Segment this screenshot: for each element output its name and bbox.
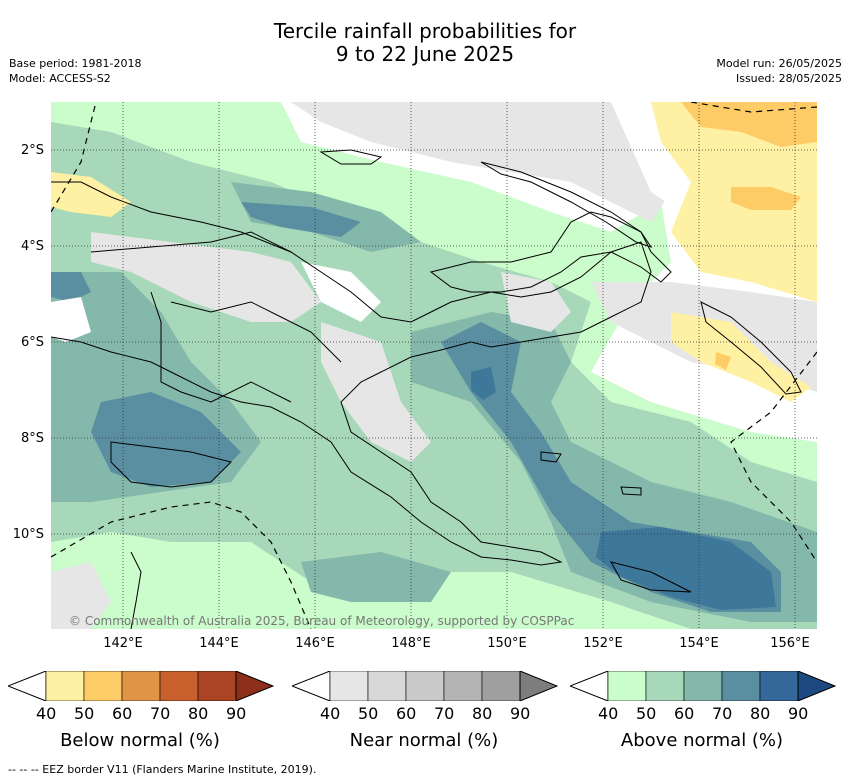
lon-label-148e: 148°E	[391, 636, 431, 651]
new-britain-coast	[429, 211, 672, 293]
model-run: Model run: 26/05/2025	[716, 57, 842, 70]
border-line	[90, 231, 342, 403]
cbar-near-tick: 50	[358, 704, 379, 723]
lat-label-8s: 8°S	[20, 431, 44, 446]
bougainville-coast	[700, 301, 802, 395]
map-svg	[51, 102, 817, 629]
copyright-note: © Commonwealth of Australia 2025, Bureau…	[69, 614, 575, 628]
cbar-near-tick: 40	[320, 704, 341, 723]
title-line-1: Tercile rainfall probabilities for	[273, 19, 577, 43]
cbar-below-tick: 60	[112, 704, 133, 723]
cbar-near-tick: 60	[396, 704, 417, 723]
below-50-region-3	[715, 352, 731, 370]
white-zone-2	[301, 262, 381, 322]
cbar-above-tick: 90	[788, 704, 809, 723]
eez-legend-note: -- -- -- EEZ border V11 (Flanders Marine…	[8, 763, 317, 776]
cbar-near-tick: 80	[472, 704, 493, 723]
trobriand-islands	[540, 451, 642, 496]
cbar-below-tick: 90	[226, 704, 247, 723]
lat-label-6s: 6°S	[20, 335, 44, 350]
above-80-region-2	[471, 367, 496, 400]
cbar-above-tick: 80	[750, 704, 771, 723]
cbar-below-tick: 40	[36, 704, 57, 723]
lon-label-146e: 146°E	[295, 636, 335, 651]
near-40-region-sw	[51, 562, 111, 629]
louisiade-islands	[610, 561, 692, 593]
new-ireland-coast	[480, 161, 653, 248]
above-70-region-2	[91, 392, 241, 487]
gridlines	[51, 102, 817, 629]
above-80-region	[596, 527, 776, 610]
above-70-region-3	[241, 202, 361, 237]
new-guinea-coast	[51, 181, 652, 566]
map-title: Tercile rainfall probabilities for 9 to …	[0, 20, 850, 66]
below-50-region-2	[731, 187, 801, 210]
map-panel	[51, 102, 817, 629]
cbar-below-tick: 70	[150, 704, 171, 723]
title-line-2: 9 to 22 June 2025	[335, 42, 515, 66]
below-50-region	[681, 102, 817, 147]
near-40-region-central	[91, 232, 321, 322]
below-40-region-2	[671, 312, 811, 402]
colorbar-below-svg	[6, 670, 275, 702]
base-period: Base period: 1981-2018	[9, 57, 142, 70]
cbar-above-tick: 50	[636, 704, 657, 723]
above-70-region-4	[51, 272, 91, 302]
near-40-region-southeast	[501, 272, 571, 332]
colorbar-below	[6, 670, 275, 702]
above-40-region-north	[51, 102, 291, 182]
eez-border-south	[51, 501, 312, 629]
lat-label-4s: 4°S	[20, 239, 44, 254]
below-40-region-3	[51, 172, 131, 217]
coastlines	[51, 149, 802, 629]
colorbar-near	[290, 670, 559, 702]
colorbar-above-title: Above normal (%)	[620, 730, 784, 751]
cbar-above-tick: 70	[712, 704, 733, 723]
colorbar-above	[568, 670, 837, 702]
cbar-below-tick: 80	[188, 704, 209, 723]
lat-label-10s: 10°S	[12, 527, 44, 542]
cbar-near-tick: 70	[434, 704, 455, 723]
lon-label-152e: 152°E	[583, 636, 623, 651]
colorbar-below-title: Below normal (%)	[60, 730, 220, 751]
colorbar-near-title: Near normal (%)	[349, 730, 499, 751]
lon-label-150e: 150°E	[487, 636, 527, 651]
australia-tip-coast	[130, 551, 142, 629]
colorbar-above-svg	[568, 670, 837, 702]
cbar-near-tick: 90	[510, 704, 531, 723]
colorbar-near-svg	[290, 670, 559, 702]
eez-border-north	[51, 102, 97, 213]
lon-label-154e: 154°E	[679, 636, 719, 651]
lat-label-2s: 2°S	[20, 143, 44, 158]
torres-strait-coast	[110, 441, 232, 488]
cbar-above-tick: 60	[674, 704, 695, 723]
model-name: Model: ACCESS-S2	[9, 72, 111, 85]
meta-right: Model run: 26/05/2025 Issued: 28/05/2025	[716, 56, 842, 86]
lon-label-142e: 142°E	[103, 636, 143, 651]
lon-label-156e: 156°E	[770, 636, 810, 651]
above-60-region-4	[301, 552, 451, 602]
white-zone-3	[51, 297, 91, 342]
cbar-below-tick: 50	[74, 704, 95, 723]
issued-date: Issued: 28/05/2025	[735, 72, 842, 85]
lon-label-144e: 144°E	[199, 636, 239, 651]
cbar-above-tick: 40	[598, 704, 619, 723]
near-40-region-png	[321, 322, 431, 462]
meta-left: Base period: 1981-2018 Model: ACCESS-S2	[9, 56, 141, 86]
